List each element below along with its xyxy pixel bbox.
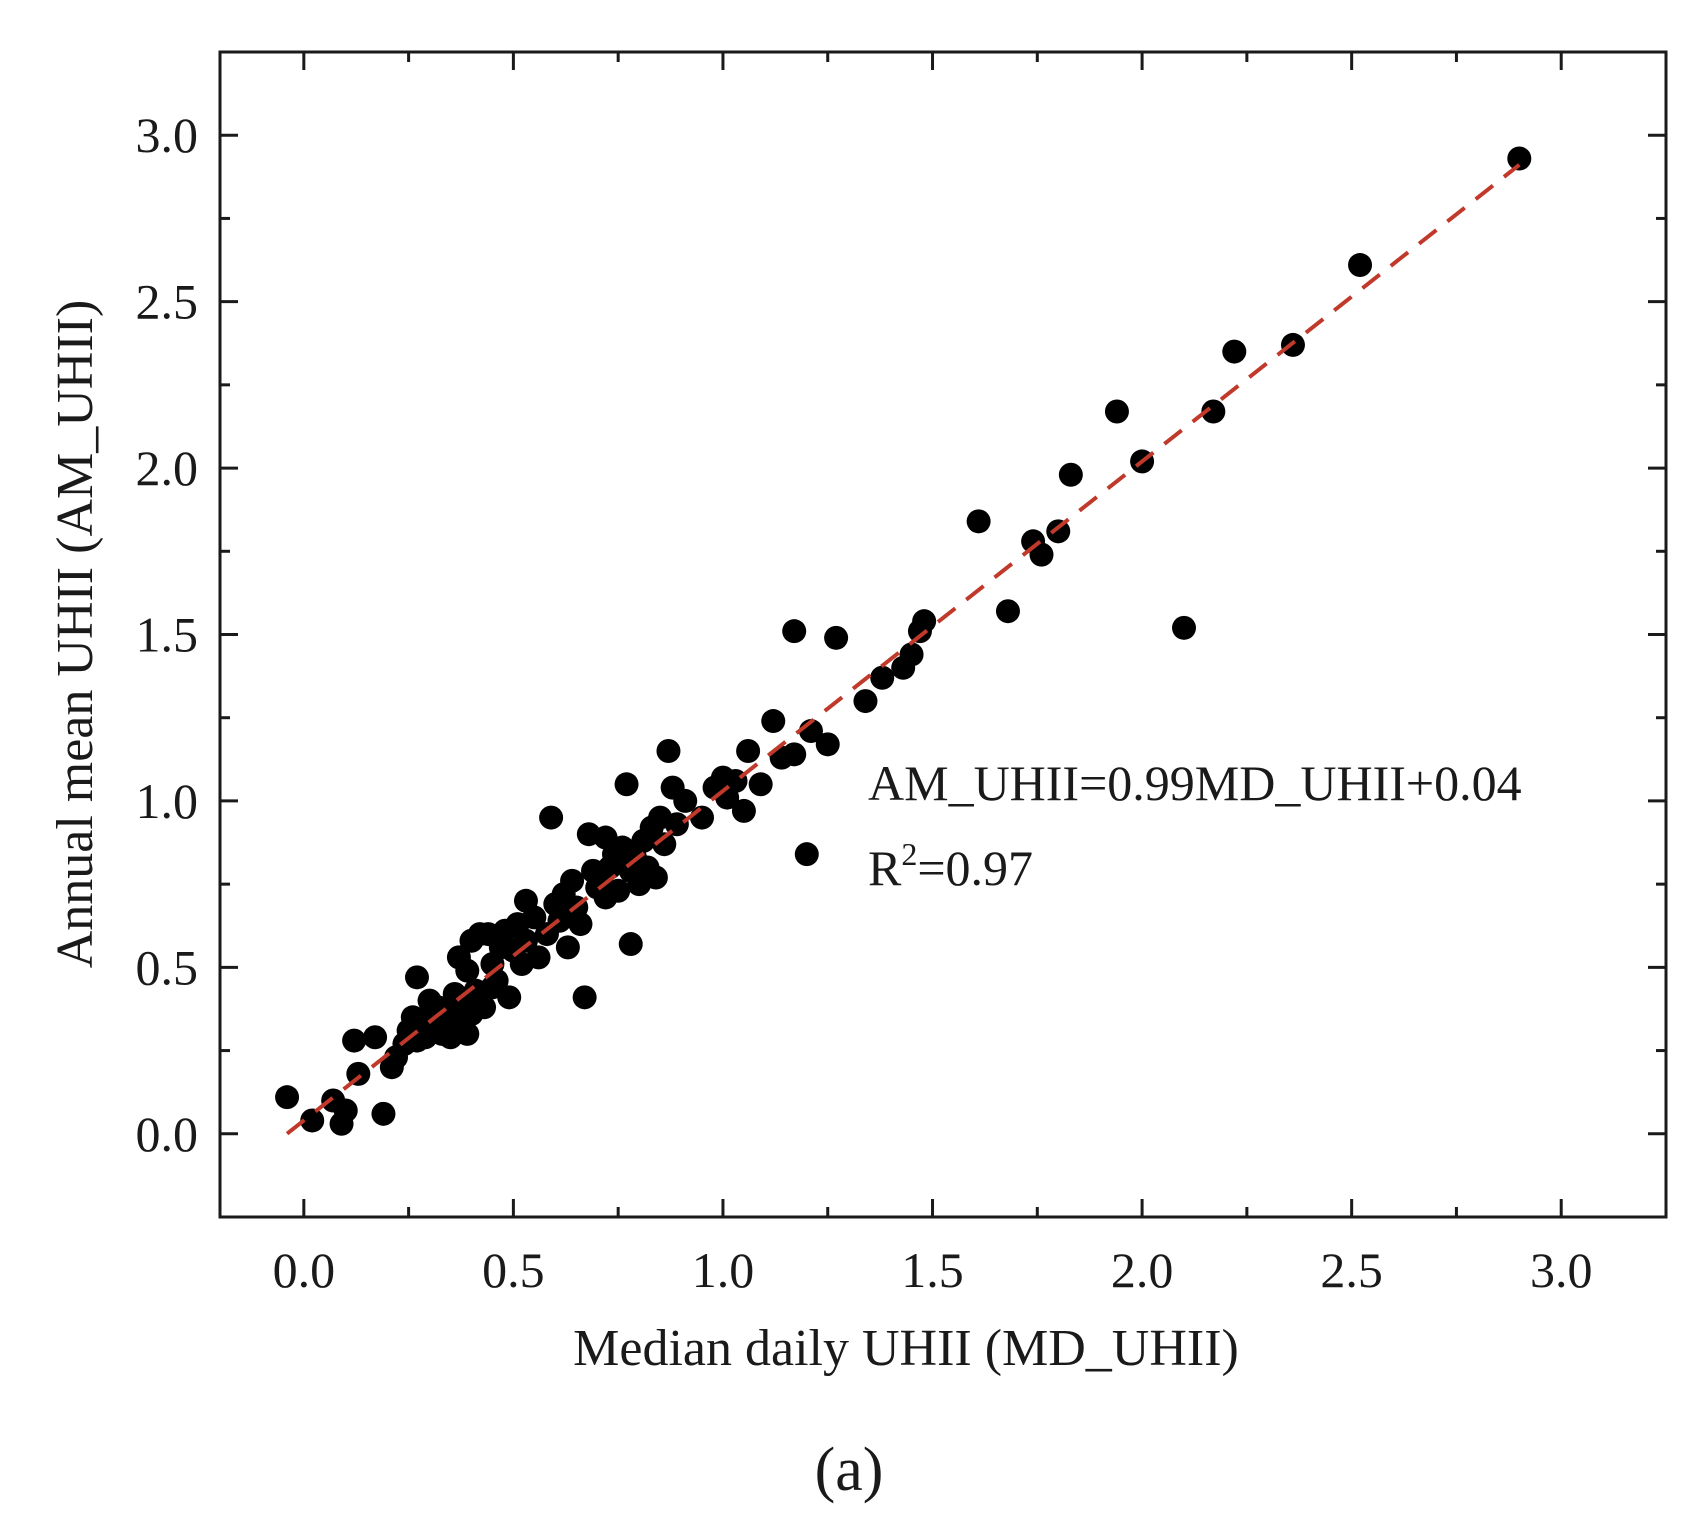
data-point [572, 985, 597, 1010]
x-tick-label: 1.0 [692, 1242, 755, 1298]
data-point [656, 739, 681, 763]
data-point [333, 1098, 358, 1123]
data-point [497, 985, 522, 1010]
data-point [300, 1108, 325, 1133]
y-tick-label: 3.0 [136, 107, 199, 163]
data-point [363, 1025, 388, 1050]
data-point [606, 878, 631, 903]
data-point [539, 805, 564, 830]
data-point [560, 868, 585, 893]
y-tick-label: 0.0 [136, 1106, 199, 1162]
data-point [782, 619, 807, 644]
data-point [912, 609, 937, 634]
data-point [455, 1021, 480, 1046]
data-point [1201, 399, 1226, 424]
data-point [1104, 399, 1129, 424]
fit-line-layer [285, 163, 1521, 1136]
data-point [748, 772, 773, 797]
data-point [815, 732, 840, 757]
panel-label: (a) [815, 1436, 884, 1504]
data-point [1172, 615, 1196, 640]
y-tick-label: 2.0 [136, 440, 199, 496]
data-point [404, 965, 429, 990]
data-point [995, 599, 1020, 624]
r-squared-label: R2=0.97 [868, 836, 1033, 896]
data-point [761, 709, 786, 734]
data-point [966, 509, 991, 534]
data-point [1507, 146, 1532, 171]
data-point [870, 665, 895, 690]
data-point [526, 945, 551, 970]
points-layer [275, 146, 1532, 1136]
r-squared-value: =0.97 [917, 840, 1033, 896]
x-tick-label: 2.5 [1320, 1242, 1383, 1298]
data-point [731, 798, 756, 823]
data-point [1348, 253, 1373, 278]
data-point [275, 1085, 300, 1110]
y-axis-title: Annual mean UHII (AM_UHII) [47, 300, 104, 969]
x-axis-title: Median daily UHII (MD_UHII) [573, 1320, 1239, 1377]
data-point [690, 805, 714, 830]
x-tick-label: 0.0 [273, 1242, 336, 1298]
data-point [824, 625, 849, 650]
data-point [782, 742, 807, 767]
data-point [899, 642, 924, 667]
data-point [342, 1028, 367, 1053]
data-point [643, 865, 668, 890]
x-tick-label: 0.5 [482, 1242, 545, 1298]
data-point [513, 928, 538, 953]
data-point [652, 832, 677, 857]
data-point [522, 905, 547, 930]
data-point [853, 689, 878, 714]
data-point [1046, 519, 1071, 544]
x-tick-label: 1.5 [901, 1242, 964, 1298]
y-tick-label: 1.5 [136, 607, 199, 663]
data-point [673, 788, 698, 813]
data-point [555, 935, 580, 960]
regression-equation: AM_UHII=0.99MD_UHII+0.04 [868, 755, 1522, 811]
y-tick-label: 2.5 [136, 274, 199, 330]
data-point [1029, 542, 1054, 567]
ticks-layer: 0.0 0.5 1.0 1.5 2.0 2.5 3.0 0.0 0.5 1.0 1.5 2.0 2.5 3… [136, 52, 1666, 1298]
data-point [736, 739, 761, 763]
r-squared-prefix: R [868, 840, 902, 896]
y-tick-label: 1.0 [136, 773, 199, 829]
data-point [1058, 462, 1083, 487]
r-squared-superscript: 2 [901, 836, 917, 872]
data-point [794, 842, 819, 867]
data-point [455, 958, 480, 983]
data-point [371, 1101, 396, 1126]
regression-fit-line [285, 163, 1521, 1136]
data-point [1222, 339, 1247, 364]
x-tick-label: 3.0 [1530, 1242, 1593, 1298]
data-point [568, 912, 593, 937]
data-point [618, 932, 643, 957]
x-tick-label: 2.0 [1111, 1242, 1174, 1298]
data-point [472, 995, 497, 1020]
data-point [614, 772, 639, 797]
y-tick-label: 0.5 [136, 939, 199, 995]
